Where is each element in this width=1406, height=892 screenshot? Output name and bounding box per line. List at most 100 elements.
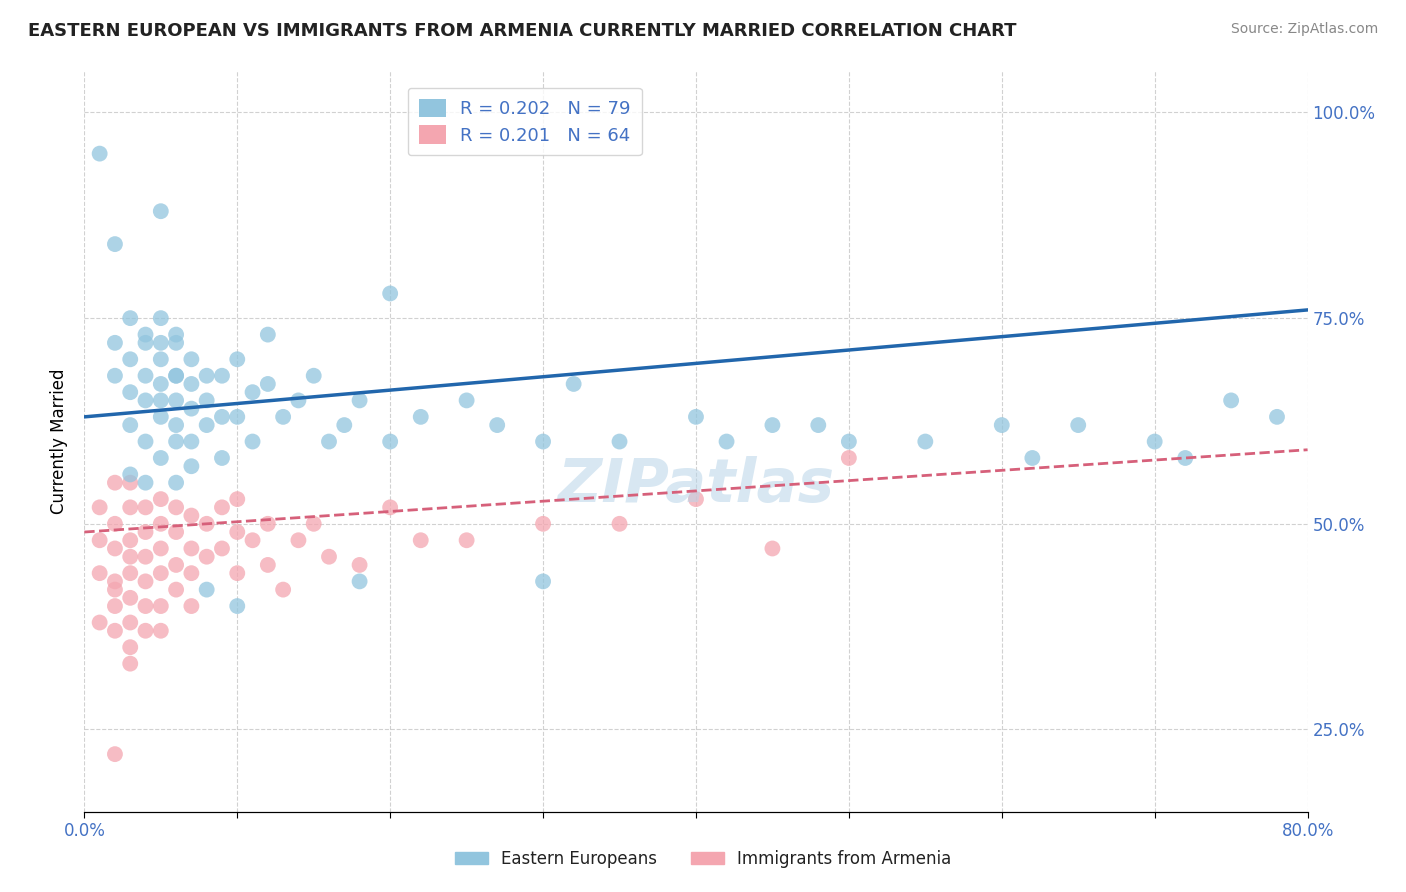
Point: [531, 574, 554, 589]
Point: [120, 352, 142, 367]
Point: [242, 533, 264, 548]
Point: [180, 401, 202, 416]
Point: [104, 624, 127, 638]
Point: [165, 418, 187, 433]
Point: [165, 368, 187, 383]
Point: [914, 434, 936, 449]
Point: [135, 549, 157, 564]
Point: [180, 508, 202, 523]
Point: [302, 516, 325, 531]
Legend: R = 0.202   N = 79, R = 0.201   N = 64: R = 0.202 N = 79, R = 0.201 N = 64: [408, 87, 641, 155]
Point: [149, 376, 172, 391]
Point: [180, 541, 202, 556]
Point: [838, 434, 860, 449]
Point: [120, 591, 142, 605]
Point: [271, 582, 294, 597]
Point: [120, 566, 142, 581]
Point: [149, 450, 172, 465]
Point: [242, 434, 264, 449]
Point: [838, 450, 860, 465]
Point: [149, 599, 172, 613]
Point: [104, 368, 127, 383]
Point: [409, 533, 432, 548]
Point: [104, 475, 127, 490]
Point: [531, 516, 554, 531]
Point: [409, 409, 432, 424]
Point: [211, 409, 233, 424]
Point: [120, 549, 142, 564]
Point: [1265, 409, 1288, 424]
Point: [120, 640, 142, 655]
Point: [104, 574, 127, 589]
Point: [120, 475, 142, 490]
Point: [135, 500, 157, 515]
Point: [149, 566, 172, 581]
Point: [165, 434, 187, 449]
Point: [135, 624, 157, 638]
Point: [104, 599, 127, 613]
Point: [149, 516, 172, 531]
Point: [120, 657, 142, 671]
Point: [120, 533, 142, 548]
Point: [149, 624, 172, 638]
Point: [349, 393, 371, 408]
Point: [165, 327, 187, 342]
Point: [685, 492, 707, 507]
Point: [180, 599, 202, 613]
Legend: Eastern Europeans, Immigrants from Armenia: Eastern Europeans, Immigrants from Armen…: [449, 844, 957, 875]
Point: [89, 146, 111, 161]
Point: [120, 615, 142, 630]
Point: [135, 475, 157, 490]
Point: [149, 409, 172, 424]
Point: [349, 558, 371, 572]
Point: [195, 418, 218, 433]
Point: [135, 434, 157, 449]
Point: [318, 434, 340, 449]
Point: [380, 286, 402, 301]
Point: [180, 376, 202, 391]
Point: [149, 393, 172, 408]
Point: [991, 418, 1014, 433]
Point: [104, 582, 127, 597]
Point: [302, 368, 325, 383]
Point: [226, 409, 249, 424]
Point: [104, 237, 127, 252]
Point: [287, 533, 309, 548]
Point: [135, 335, 157, 350]
Point: [149, 541, 172, 556]
Point: [89, 615, 111, 630]
Point: [685, 409, 707, 424]
Point: [531, 434, 554, 449]
Point: [135, 574, 157, 589]
Point: [149, 335, 172, 350]
Point: [242, 385, 264, 400]
Point: [195, 549, 218, 564]
Point: [165, 524, 187, 539]
Point: [257, 327, 280, 342]
Point: [716, 434, 738, 449]
Point: [1143, 434, 1166, 449]
Point: [120, 500, 142, 515]
Point: [1021, 450, 1043, 465]
Point: [333, 418, 356, 433]
Point: [1067, 418, 1090, 433]
Point: [180, 459, 202, 474]
Point: [287, 393, 309, 408]
Point: [195, 516, 218, 531]
Text: Source: ZipAtlas.com: Source: ZipAtlas.com: [1230, 22, 1378, 37]
Text: ZIPatlas: ZIPatlas: [557, 457, 835, 516]
Point: [165, 558, 187, 572]
Point: [165, 368, 187, 383]
Point: [120, 311, 142, 326]
Text: EASTERN EUROPEAN VS IMMIGRANTS FROM ARMENIA CURRENTLY MARRIED CORRELATION CHART: EASTERN EUROPEAN VS IMMIGRANTS FROM ARME…: [28, 22, 1017, 40]
Point: [380, 434, 402, 449]
Point: [135, 599, 157, 613]
Point: [120, 418, 142, 433]
Point: [271, 409, 294, 424]
Point: [165, 393, 187, 408]
Point: [135, 368, 157, 383]
Point: [211, 450, 233, 465]
Point: [1174, 450, 1197, 465]
Point: [104, 541, 127, 556]
Point: [761, 541, 783, 556]
